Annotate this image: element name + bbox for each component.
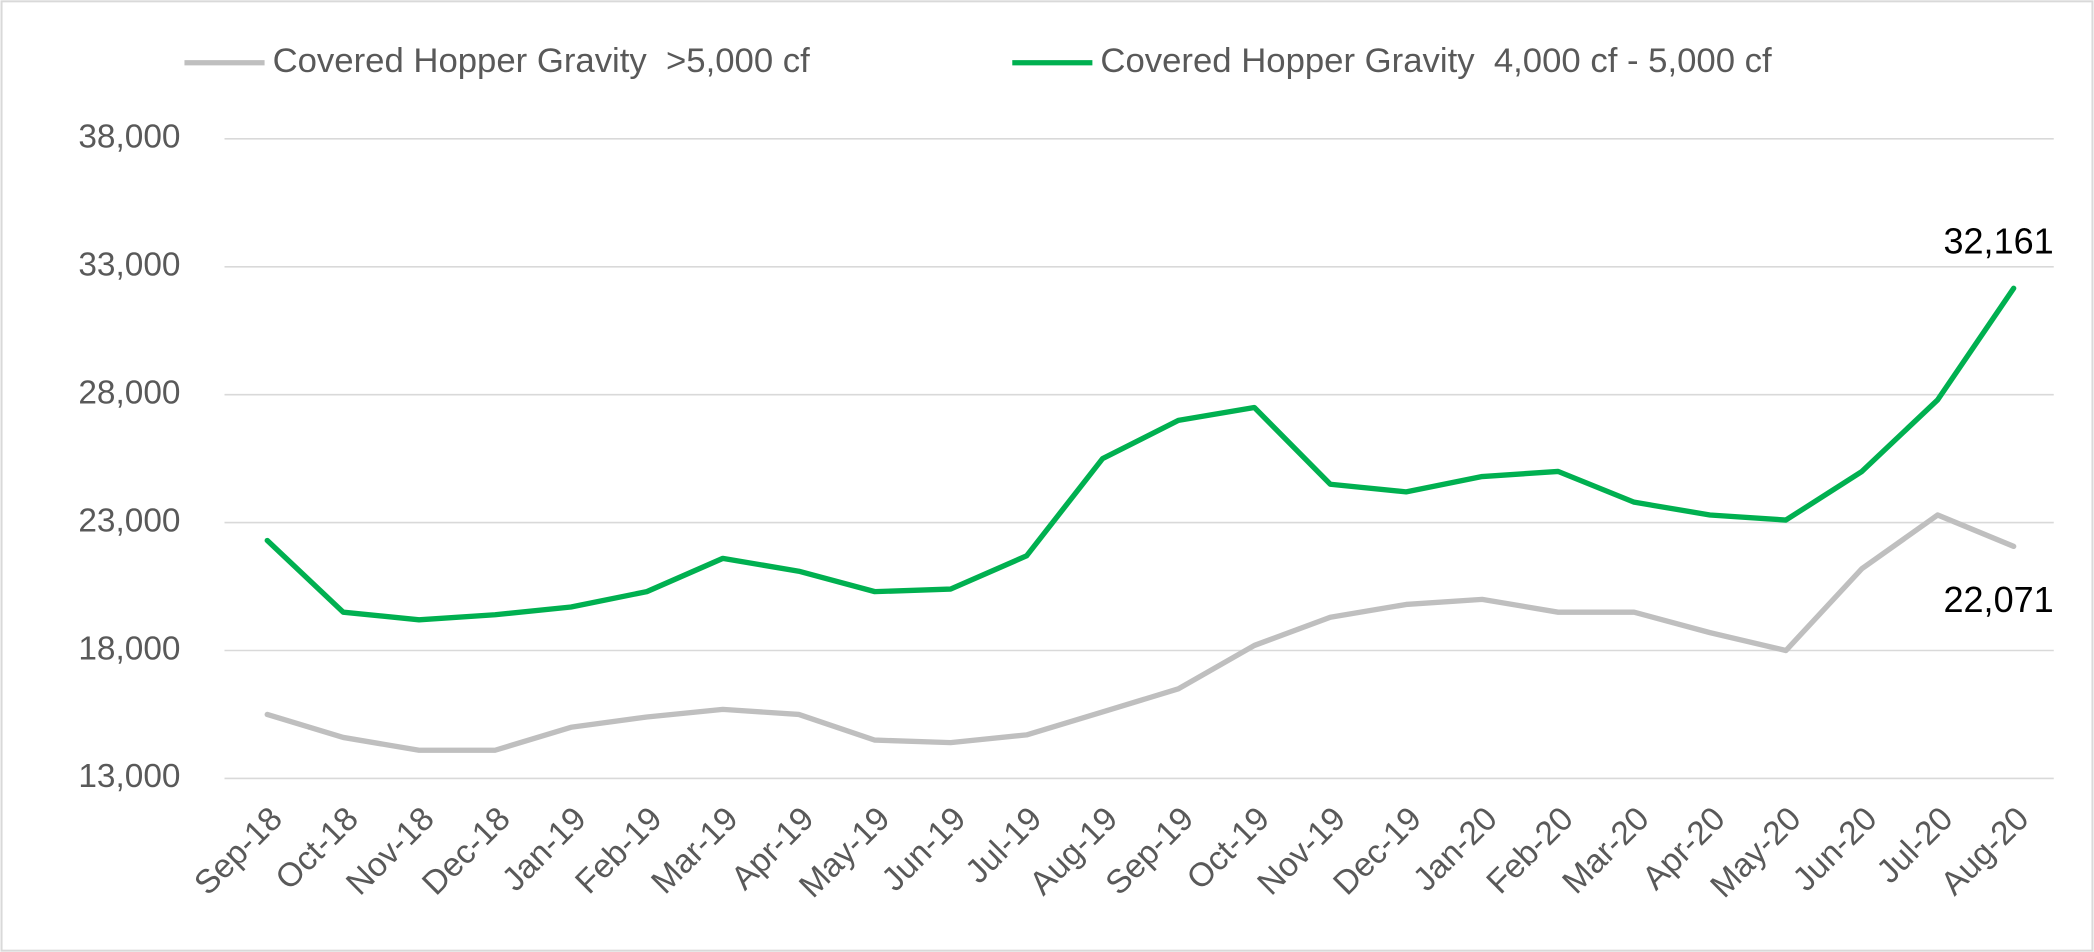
y-tick-label: 38,000 — [78, 119, 180, 156]
series-line — [264, 512, 2017, 753]
y-tick-label: 13,000 — [78, 758, 180, 795]
series-line — [264, 285, 2017, 623]
y-tick-label: 33,000 — [78, 247, 180, 284]
data-label: 32,161 — [1943, 221, 2053, 262]
y-tick-label: 18,000 — [78, 630, 180, 667]
legend-label: Covered Hopper Gravity >5,000 cf — [273, 42, 811, 80]
y-tick-label: 28,000 — [78, 374, 180, 411]
data-label: 22,071 — [1943, 579, 2053, 620]
y-tick-label: 23,000 — [78, 502, 180, 539]
legend-label: Covered Hopper Gravity 4,000 cf - 5,000 … — [1100, 42, 1772, 80]
